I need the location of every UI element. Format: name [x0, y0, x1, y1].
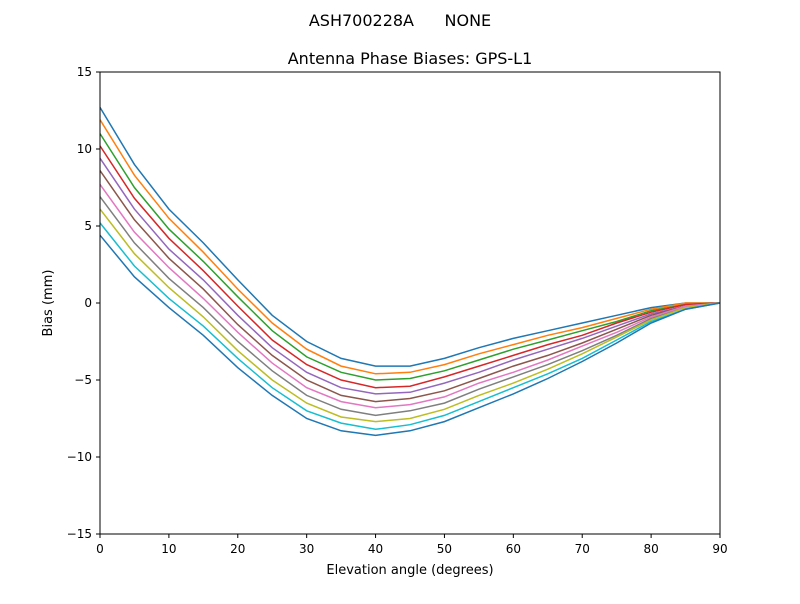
series-line-7 [99, 196, 721, 417]
x-axis: 0 10 20 30 40 50 60 70 80 90 [96, 534, 728, 556]
chart-suptitle: ASH700228A NONE [309, 11, 491, 30]
y-tick-label: −15 [67, 527, 92, 541]
y-tick-label: 15 [77, 65, 92, 79]
x-tick-label: 0 [96, 542, 104, 556]
series-lines [99, 107, 721, 437]
x-tick-label: 90 [712, 542, 727, 556]
series-line-9 [99, 222, 721, 431]
y-tick-label: −5 [74, 373, 92, 387]
plot-frame [99, 71, 721, 535]
series-line-0 [99, 107, 720, 367]
y-tick-label: 10 [77, 142, 92, 156]
series-line-6 [99, 183, 721, 409]
series-line-4 [99, 157, 721, 395]
y-tick-label: 5 [84, 219, 92, 233]
series-line-2 [99, 133, 721, 381]
series-line-3 [99, 145, 721, 389]
x-axis-label: Elevation angle (degrees) [326, 563, 493, 578]
x-tick-label: 40 [368, 542, 383, 556]
x-tick-label: 70 [575, 542, 590, 556]
x-tick-label: 10 [161, 542, 176, 556]
x-tick-label: 50 [437, 542, 452, 556]
y-tick-label: 0 [84, 296, 92, 310]
series-line-10 [99, 234, 721, 437]
x-tick-label: 60 [506, 542, 521, 556]
series-line-1 [99, 119, 720, 375]
y-axis-label: Bias (mm) [41, 270, 56, 337]
series-line-5 [99, 170, 721, 403]
y-tick-label: −10 [67, 450, 92, 464]
y-axis: −15 −10 −5 0 5 10 15 [67, 65, 100, 541]
chart-title: Antenna Phase Biases: GPS-L1 [288, 49, 533, 68]
x-tick-label: 30 [299, 542, 314, 556]
x-tick-label: 20 [230, 542, 245, 556]
series-line-8 [99, 208, 721, 423]
x-tick-label: 80 [643, 542, 658, 556]
